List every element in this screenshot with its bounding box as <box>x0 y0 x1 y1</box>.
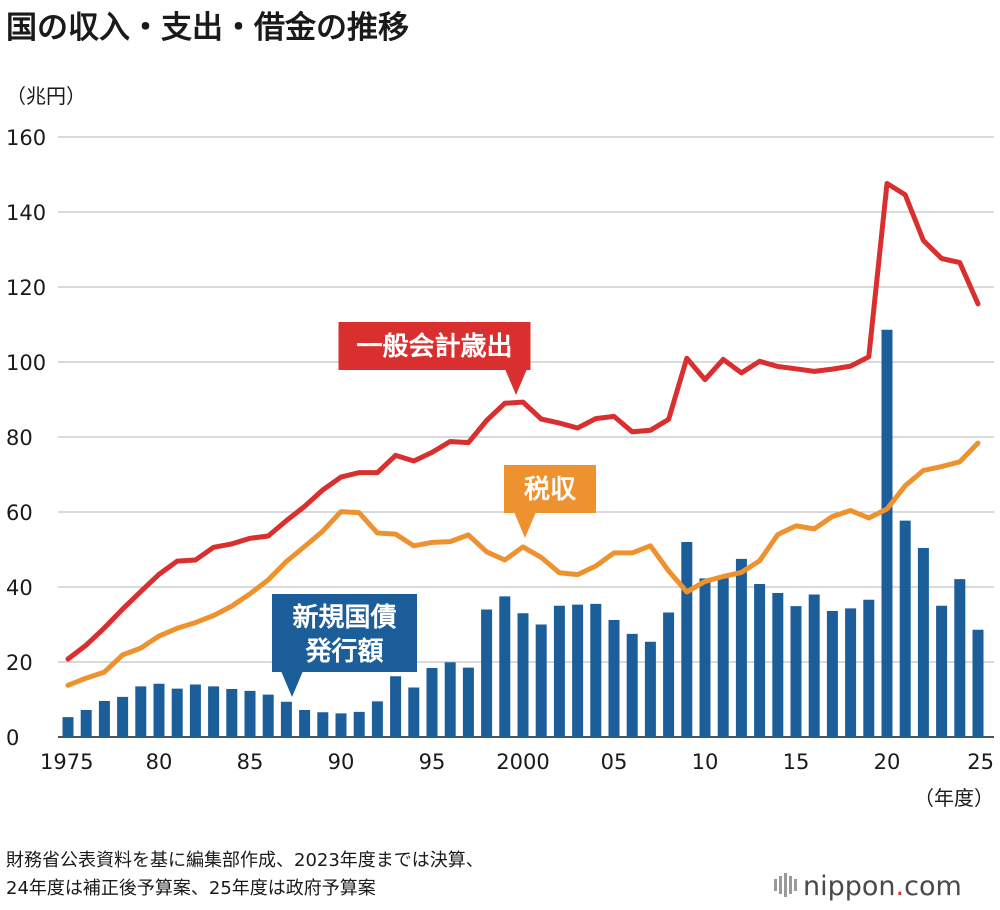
bond-bar <box>499 596 511 737</box>
bond-bar <box>608 620 620 737</box>
bond-bar <box>371 701 383 737</box>
bond-bar <box>262 694 274 737</box>
bond-bar <box>972 629 984 737</box>
x-tick-label: 15 <box>783 750 810 774</box>
bond-bar <box>80 710 92 737</box>
bond-bar <box>481 609 493 737</box>
bond-issuance-bars <box>62 329 984 737</box>
x-tick-label: 95 <box>419 750 446 774</box>
bond-bar <box>535 624 547 737</box>
expenditure-label: 一般会計歳出 <box>338 322 531 395</box>
bond-bar <box>917 548 929 737</box>
bond-bar <box>626 633 638 737</box>
bond-bar <box>280 701 292 737</box>
bonds-label: 新規国債 発行額 <box>272 594 417 697</box>
bond-bar <box>426 668 438 737</box>
bond-bar <box>408 687 420 737</box>
source-note-line1: 財務省公表資料を基に編集部作成、2023年度までは決算、 <box>6 850 484 871</box>
nippon-logo: nippon.com <box>774 871 962 902</box>
tax-label: 税収 <box>504 465 596 538</box>
y-axis-unit-label: （兆円） <box>6 84 86 108</box>
bond-bar <box>808 594 820 737</box>
x-axis-unit-label: （年度） <box>914 786 994 810</box>
y-tick-label: 80 <box>6 426 33 450</box>
bond-bar <box>390 676 402 737</box>
bond-bar <box>826 611 838 737</box>
bond-bar <box>572 604 584 737</box>
y-tick-label: 60 <box>6 501 33 525</box>
bond-bar <box>153 683 165 737</box>
bond-bar <box>517 613 529 737</box>
bond-bar <box>317 712 329 737</box>
tax-revenue-line <box>65 440 981 688</box>
tax-label-text: 税収 <box>524 475 577 505</box>
bond-bar <box>644 641 656 737</box>
bond-bar <box>790 606 802 737</box>
logo-mark-icon <box>774 873 797 897</box>
bonds-label-line1: 新規国債 <box>292 602 396 633</box>
bond-bar <box>117 696 129 737</box>
bonds-label-pointer <box>281 671 303 697</box>
bond-bar <box>335 713 347 737</box>
bond-bar <box>189 684 201 737</box>
bond-bar <box>244 690 256 737</box>
chart-title: 国の収入・支出・借金の推移 <box>6 10 409 46</box>
source-note-line2: 24年度は補正後予算案、25年度は政府予算案 <box>6 878 376 899</box>
bond-bar <box>353 711 365 737</box>
bond-bar <box>62 717 74 737</box>
y-tick-label: 160 <box>6 126 46 150</box>
bond-bar <box>863 599 875 737</box>
bond-bar <box>208 686 220 737</box>
y-tick-label: 100 <box>6 351 46 375</box>
bond-bar <box>663 612 675 737</box>
y-tick-label: 20 <box>6 651 33 675</box>
bond-bar <box>899 520 911 737</box>
x-tick-label: 20 <box>874 750 901 774</box>
line-series <box>65 181 981 688</box>
expenditure-label-text: 一般会計歳出 <box>356 331 512 362</box>
y-tick-label: 40 <box>6 576 33 600</box>
bond-bar <box>845 608 857 737</box>
x-axis-ticks: 1975 80 85 90 95 2000 05 10 15 20 25 <box>40 750 994 774</box>
bond-bar <box>98 701 110 737</box>
bond-bar <box>553 605 565 737</box>
y-tick-label: 120 <box>6 276 46 300</box>
x-tick-label: 25 <box>967 750 994 774</box>
bond-bar <box>462 667 474 737</box>
bond-bar <box>699 578 711 737</box>
bond-bar <box>936 605 948 737</box>
y-tick-label: 0 <box>6 726 19 750</box>
x-tick-label: 10 <box>692 750 719 774</box>
bond-bar <box>717 576 729 737</box>
x-tick-label: 05 <box>601 750 628 774</box>
bond-bar <box>299 710 311 737</box>
tax-label-box <box>504 465 596 513</box>
bond-bar <box>754 584 766 737</box>
y-tick-label: 140 <box>6 201 46 225</box>
expenditure-label-pointer <box>505 369 527 395</box>
expenditure-label-box <box>338 322 531 370</box>
tax-label-pointer <box>514 512 536 538</box>
bond-bar <box>881 329 893 737</box>
x-tick-label: 85 <box>237 750 264 774</box>
bond-bar <box>135 686 147 737</box>
bonds-label-box <box>272 594 417 672</box>
x-tick-label: 1975 <box>40 750 93 774</box>
x-tick-label: 90 <box>328 750 355 774</box>
x-tick-label: 2000 <box>496 750 549 774</box>
bonds-label-line2: 発行額 <box>304 636 383 667</box>
bond-bar <box>590 603 602 737</box>
bond-bar <box>681 542 693 737</box>
expenditure-line <box>65 181 981 662</box>
bond-bar <box>226 689 238 737</box>
bond-bar <box>772 593 784 737</box>
logo-text: nippon.com <box>803 871 962 902</box>
bond-bar <box>171 688 183 737</box>
y-axis-ticks: 0 20 40 60 80 100 120 140 160 <box>6 126 46 750</box>
bond-bar <box>444 662 456 737</box>
x-tick-label: 80 <box>146 750 173 774</box>
bond-bar <box>954 579 966 737</box>
bond-bar <box>735 558 747 737</box>
